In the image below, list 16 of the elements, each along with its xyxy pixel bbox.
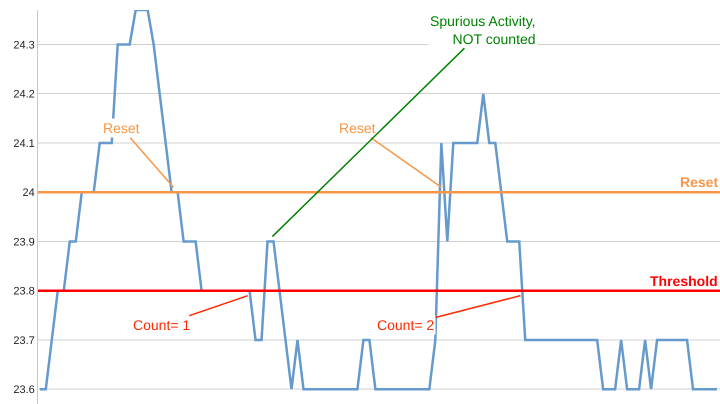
line-series [38, 10, 718, 390]
y-tick-label: 23.9 [13, 236, 35, 248]
y-tick-label: 23.7 [13, 334, 35, 347]
y-tick-label: 24.2 [13, 88, 35, 101]
y-tick-label: 23.8 [13, 286, 35, 298]
annotation: Spurious Activity, NOT counted [430, 13, 536, 48]
annotation: Reset [339, 120, 376, 136]
ref-line-label: Threshold [650, 273, 718, 289]
annotation: Count= 1 [133, 317, 190, 333]
ref-line-label: Reset [680, 174, 718, 190]
y-tick-label: 24.3 [13, 39, 35, 52]
y-tick-label: 24 [22, 187, 35, 200]
annotation: Count= 2 [377, 317, 434, 333]
y-tick-label: 24.1 [13, 138, 35, 150]
annotation: Reset [103, 120, 140, 136]
y-tick-label: 23.6 [13, 384, 35, 396]
